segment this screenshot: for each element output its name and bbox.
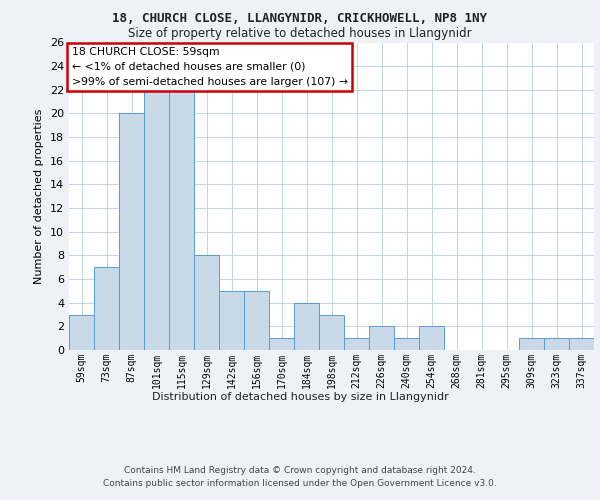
Bar	[419, 326, 444, 350]
Bar	[569, 338, 594, 350]
Text: 18, CHURCH CLOSE, LLANGYNIDR, CRICKHOWELL, NP8 1NY: 18, CHURCH CLOSE, LLANGYNIDR, CRICKHOWEL…	[113, 12, 487, 26]
Bar	[294, 302, 319, 350]
Bar	[269, 338, 294, 350]
Text: Contains HM Land Registry data © Crown copyright and database right 2024.: Contains HM Land Registry data © Crown c…	[124, 466, 476, 475]
Bar	[219, 291, 244, 350]
Bar	[369, 326, 394, 350]
Bar	[244, 291, 269, 350]
Text: Distribution of detached houses by size in Llangynidr: Distribution of detached houses by size …	[152, 392, 448, 402]
Bar	[144, 90, 169, 350]
Bar	[69, 314, 94, 350]
Bar	[394, 338, 419, 350]
Bar	[119, 114, 144, 350]
Text: Contains public sector information licensed under the Open Government Licence v3: Contains public sector information licen…	[103, 479, 497, 488]
Y-axis label: Number of detached properties: Number of detached properties	[34, 108, 44, 284]
Bar	[319, 314, 344, 350]
Bar	[194, 256, 219, 350]
Text: Size of property relative to detached houses in Llangynidr: Size of property relative to detached ho…	[128, 28, 472, 40]
Bar	[344, 338, 369, 350]
Bar	[94, 267, 119, 350]
Text: 18 CHURCH CLOSE: 59sqm
← <1% of detached houses are smaller (0)
>99% of semi-det: 18 CHURCH CLOSE: 59sqm ← <1% of detached…	[71, 47, 347, 86]
Bar	[544, 338, 569, 350]
Bar	[169, 90, 194, 350]
Bar	[519, 338, 544, 350]
